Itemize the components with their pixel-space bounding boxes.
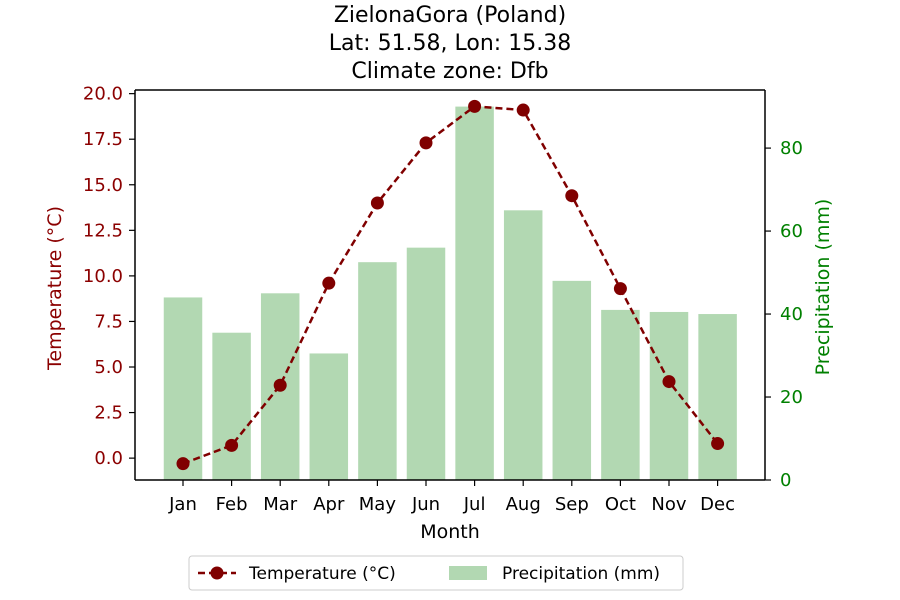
temperature-point-nov xyxy=(662,375,676,389)
temperature-point-apr xyxy=(322,276,336,290)
legend-box xyxy=(188,555,684,591)
y-left-tick-label: 15.0 xyxy=(83,175,123,196)
x-tick-label-dec: Dec xyxy=(700,494,735,515)
chart-title-line-2: Lat: 51.58, Lon: 15.38 xyxy=(329,31,571,56)
y-left-tick-label: 20.0 xyxy=(83,84,123,105)
legend-temperature-marker xyxy=(210,566,224,580)
precipitation-bar-apr xyxy=(309,353,349,480)
y-left-tick-label: 2.5 xyxy=(94,403,123,424)
x-tick-label-jun: Jun xyxy=(411,494,440,515)
precipitation-bar-feb xyxy=(212,332,251,480)
precipitation-bar-nov xyxy=(649,311,689,480)
precipitation-bar-jan xyxy=(163,297,203,480)
precipitation-bar-sep xyxy=(552,280,592,480)
chart-title-line-1: ZielonaGora (Poland) xyxy=(334,3,566,28)
temperature-point-dec xyxy=(711,437,725,451)
precipitation-bar-aug xyxy=(503,210,543,480)
y-right-tick-label: 20 xyxy=(780,387,803,408)
x-tick-label-aug: Aug xyxy=(506,494,541,515)
temperature-series-line xyxy=(182,105,719,465)
x-tick-label-may: May xyxy=(359,494,397,515)
y-right-tick-label: 80 xyxy=(780,138,803,159)
y-axis-left-label: Temperature (°C) xyxy=(44,206,66,371)
y-left-tick-label: 7.5 xyxy=(94,311,123,332)
precipitation-bar-jun xyxy=(406,247,446,480)
temperature-point-feb xyxy=(225,438,239,452)
x-tick-label-oct: Oct xyxy=(605,494,636,515)
y-axis-right-label: Precipitation (mm) xyxy=(812,199,834,376)
x-tick-label-feb: Feb xyxy=(216,494,248,515)
x-axis-label: Month xyxy=(420,521,480,543)
legend: Temperature (°C) Precipitation (mm) xyxy=(188,555,684,591)
precipitation-bar-oct xyxy=(601,309,640,480)
temperature-point-oct xyxy=(613,282,627,296)
precipitation-bars xyxy=(163,106,737,481)
x-tick-label-apr: Apr xyxy=(313,494,345,515)
y-right-tick-label: 0 xyxy=(780,470,791,491)
temperature-point-aug xyxy=(516,103,530,117)
temperature-point-mar xyxy=(273,378,287,392)
y-right-tick-label: 40 xyxy=(780,304,803,325)
legend-precipitation-label: Precipitation (mm) xyxy=(502,564,660,584)
legend-temperature-label: Temperature (°C) xyxy=(248,564,396,584)
y-left-tick-label: 17.5 xyxy=(83,129,123,150)
temperature-line xyxy=(176,99,725,471)
temperature-point-jan xyxy=(176,457,190,471)
x-tick-label-mar: Mar xyxy=(263,494,298,515)
x-tick-label-jan: Jan xyxy=(168,494,197,515)
y-left-tick-label: 12.5 xyxy=(83,220,123,241)
axes: Jan Feb Mar Apr May Jun Jul Aug Sep Oct Nov Dec 0.0 2… xyxy=(83,84,803,515)
precipitation-bar-may xyxy=(358,262,397,480)
x-tick-label-sep: Sep xyxy=(555,494,589,515)
temperature-point-jul xyxy=(468,99,482,113)
temperature-point-may xyxy=(370,196,384,210)
y-right-tick-label: 60 xyxy=(780,221,803,242)
x-tick-label-jul: Jul xyxy=(463,494,486,515)
temperature-point-sep xyxy=(565,189,579,203)
precipitation-bar-dec xyxy=(698,314,737,480)
x-tick-label-nov: Nov xyxy=(651,494,686,515)
chart-title-line-3: Climate zone: Dfb xyxy=(351,59,548,84)
y-left-tick-label: 0.0 xyxy=(94,448,123,469)
y-left-tick-label: 10.0 xyxy=(83,266,123,287)
y-left-tick-label: 5.0 xyxy=(94,357,123,378)
legend-precipitation-swatch xyxy=(449,566,487,580)
temperature-point-jun xyxy=(419,136,433,150)
precipitation-bar-jul xyxy=(455,106,494,481)
